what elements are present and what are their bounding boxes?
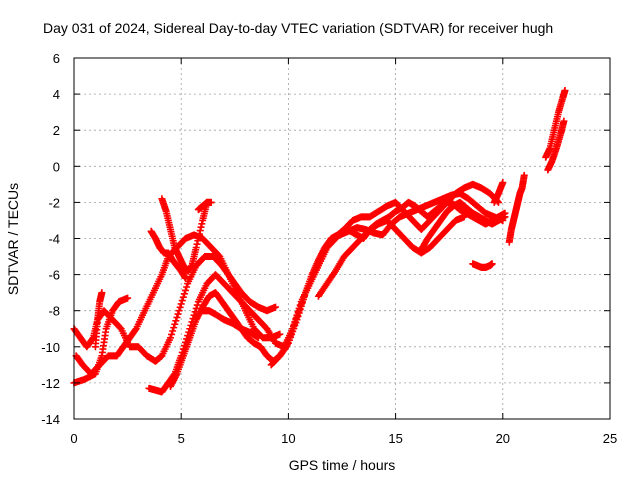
x-axis-label: GPS time / hours <box>289 457 396 473</box>
chart-title: Day 031 of 2024, Sidereal Day-to-day VTE… <box>43 20 553 36</box>
data-point <box>124 294 132 302</box>
x-tick-label: 15 <box>388 431 402 446</box>
series-track-n <box>469 260 496 271</box>
data-point <box>298 299 306 307</box>
data-point <box>193 240 201 248</box>
data-point <box>171 320 179 328</box>
data-point <box>254 334 262 342</box>
data-point <box>98 289 106 297</box>
series-track-g <box>194 198 215 214</box>
series-track-l <box>314 213 468 300</box>
data-point <box>192 244 200 252</box>
data-point <box>168 330 176 338</box>
data-point <box>272 303 280 311</box>
data-point <box>195 230 203 238</box>
series-track-c <box>70 294 132 387</box>
data-point <box>194 237 202 245</box>
y-tick-label: -6 <box>48 268 60 283</box>
x-tick-label: 5 <box>178 431 185 446</box>
data-points <box>70 86 569 396</box>
data-point <box>560 117 568 125</box>
data-point <box>183 283 191 291</box>
y-axis-ticks: -14 -12 -10 -8 -6 -4 -2 0 2 4 6 <box>41 51 610 427</box>
series-track-i <box>166 198 509 391</box>
data-point <box>460 213 468 221</box>
data-point <box>178 297 186 305</box>
data-point <box>195 233 203 241</box>
series-track-p <box>505 171 528 246</box>
data-point <box>299 295 307 303</box>
data-point <box>198 220 206 228</box>
data-point <box>181 286 189 294</box>
y-axis-label: SDTVAR / TECUs <box>5 183 21 295</box>
series-track-o <box>490 179 507 206</box>
data-point <box>276 330 284 338</box>
data-point <box>294 312 302 320</box>
data-point <box>176 303 184 311</box>
data-point <box>193 301 201 309</box>
data-point <box>297 302 305 310</box>
data-point <box>295 309 303 317</box>
y-tick-label: -14 <box>41 412 60 427</box>
series-track-m <box>417 198 509 253</box>
data-point <box>488 260 496 268</box>
y-tick-label: -10 <box>41 340 60 355</box>
series-track-d <box>91 289 106 351</box>
x-tick-label: 0 <box>70 431 77 446</box>
y-tick-label: -8 <box>48 304 60 319</box>
data-point <box>207 198 215 206</box>
data-point <box>166 334 174 342</box>
data-point <box>174 310 182 318</box>
data-point <box>300 292 308 300</box>
series-track-r <box>544 117 568 174</box>
y-tick-label: -2 <box>48 195 60 210</box>
data-point <box>296 306 304 314</box>
data-point <box>499 179 507 187</box>
data-point <box>175 307 183 315</box>
y-tick-label: 4 <box>53 87 60 102</box>
data-point <box>179 293 187 301</box>
data-point <box>177 300 185 308</box>
data-point <box>561 86 569 94</box>
data-point <box>172 317 180 325</box>
series-track-a <box>70 253 280 365</box>
series-track-k <box>267 189 507 369</box>
data-point <box>88 335 96 343</box>
data-point <box>520 171 528 179</box>
series-track-j <box>199 307 262 342</box>
data-point <box>501 213 509 221</box>
series-track-h <box>145 180 503 396</box>
y-tick-label: 6 <box>53 51 60 66</box>
x-tick-label: 25 <box>603 431 617 446</box>
series-track-q <box>542 86 569 161</box>
data-point <box>181 274 189 282</box>
y-tick-label: -12 <box>41 376 60 391</box>
y-tick-label: 0 <box>53 159 60 174</box>
data-point <box>293 316 301 324</box>
data-point <box>180 290 188 298</box>
data-point <box>170 324 178 332</box>
data-point <box>173 313 181 321</box>
data-point <box>169 327 177 335</box>
x-tick-label: 10 <box>281 431 295 446</box>
y-tick-label: 2 <box>53 123 60 138</box>
x-axis-ticks: 0 5 10 15 20 25 <box>70 58 617 446</box>
data-point <box>196 227 204 235</box>
x-tick-label: 20 <box>496 431 510 446</box>
data-point <box>197 223 205 231</box>
series-track-e <box>147 227 189 282</box>
y-tick-label: -4 <box>48 232 60 247</box>
